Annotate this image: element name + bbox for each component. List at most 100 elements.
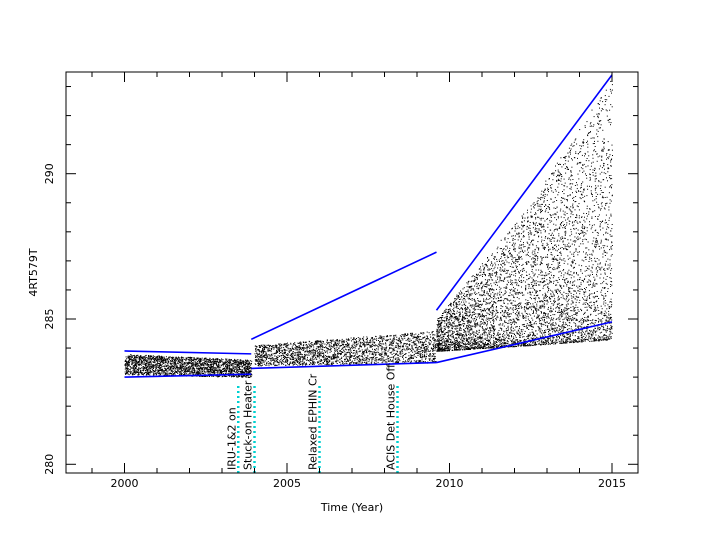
data-point <box>418 346 420 348</box>
data-point <box>131 360 133 362</box>
data-point <box>429 359 431 361</box>
data-point <box>412 356 414 358</box>
data-point <box>371 353 373 355</box>
data-point <box>174 373 176 375</box>
data-point <box>478 332 480 333</box>
data-point <box>216 360 218 362</box>
data-point <box>523 344 525 346</box>
data-point <box>280 352 282 353</box>
data-point <box>133 371 135 373</box>
data-point <box>307 350 309 352</box>
data-point <box>333 354 335 356</box>
data-point <box>340 353 342 355</box>
data-point <box>344 354 345 356</box>
data-point <box>248 361 250 363</box>
data-point <box>125 369 127 371</box>
data-point <box>397 359 399 361</box>
data-point <box>417 361 419 363</box>
data-point <box>161 355 163 357</box>
data-point <box>341 348 343 350</box>
data-point <box>273 362 275 364</box>
data-point <box>280 344 282 346</box>
data-point <box>218 360 220 362</box>
data-point <box>304 357 306 359</box>
data-point <box>158 373 160 374</box>
data-point <box>327 352 329 354</box>
data-point <box>215 368 216 370</box>
data-point <box>527 246 529 248</box>
data-point <box>383 359 385 361</box>
data-point <box>247 362 249 364</box>
data-point <box>465 307 466 309</box>
data-point <box>230 371 232 372</box>
data-point <box>313 362 315 364</box>
data-point <box>311 355 313 357</box>
data-point <box>149 366 151 367</box>
data-point <box>311 343 313 345</box>
data-point <box>295 352 297 353</box>
data-point <box>394 338 396 340</box>
data-point <box>402 346 403 347</box>
data-point <box>201 364 203 366</box>
data-point <box>369 345 371 347</box>
data-point <box>220 372 221 374</box>
data-point <box>301 348 303 350</box>
data-point <box>445 343 447 345</box>
data-point <box>324 358 326 360</box>
data-point <box>331 363 333 365</box>
data-point <box>127 355 129 357</box>
data-point <box>132 373 134 375</box>
data-point <box>133 369 135 371</box>
data-point <box>153 368 154 369</box>
data-point <box>333 358 335 360</box>
data-point <box>416 347 418 349</box>
data-point <box>229 375 231 377</box>
data-point <box>306 354 308 356</box>
data-point <box>514 263 516 265</box>
data-point <box>284 344 286 346</box>
data-point <box>394 355 396 357</box>
data-point <box>311 349 313 351</box>
data-point <box>307 347 308 349</box>
data-point <box>234 359 236 361</box>
data-point <box>519 344 521 346</box>
data-point <box>334 353 336 355</box>
data-point <box>212 363 214 365</box>
data-point <box>187 361 189 363</box>
data-point <box>203 371 205 373</box>
data-point <box>510 331 512 333</box>
data-point <box>165 356 167 358</box>
data-point <box>240 371 242 373</box>
data-point <box>373 338 375 340</box>
data-point <box>247 368 249 370</box>
data-point <box>500 318 502 320</box>
data-point <box>503 302 505 304</box>
data-point <box>172 367 174 369</box>
data-point <box>525 288 526 289</box>
data-point <box>249 371 251 373</box>
data-point <box>345 357 347 359</box>
data-point <box>349 353 351 355</box>
data-point <box>243 374 244 376</box>
data-point <box>164 362 166 364</box>
data-point <box>175 367 177 369</box>
data-point <box>484 294 486 296</box>
data-point <box>129 362 130 364</box>
data-point <box>213 360 215 362</box>
data-point <box>319 347 321 349</box>
data-point <box>458 318 460 320</box>
data-point <box>481 318 483 320</box>
data-point <box>148 363 149 365</box>
data-point <box>195 370 197 372</box>
data-point <box>292 357 294 358</box>
data-point <box>493 315 495 317</box>
data-point <box>228 366 230 368</box>
data-point <box>230 369 231 371</box>
data-point <box>176 366 178 368</box>
data-point <box>258 353 259 355</box>
data-point <box>132 371 134 373</box>
data-point <box>262 348 264 349</box>
data-point <box>287 357 289 358</box>
data-point <box>349 357 351 359</box>
data-point <box>424 346 426 348</box>
